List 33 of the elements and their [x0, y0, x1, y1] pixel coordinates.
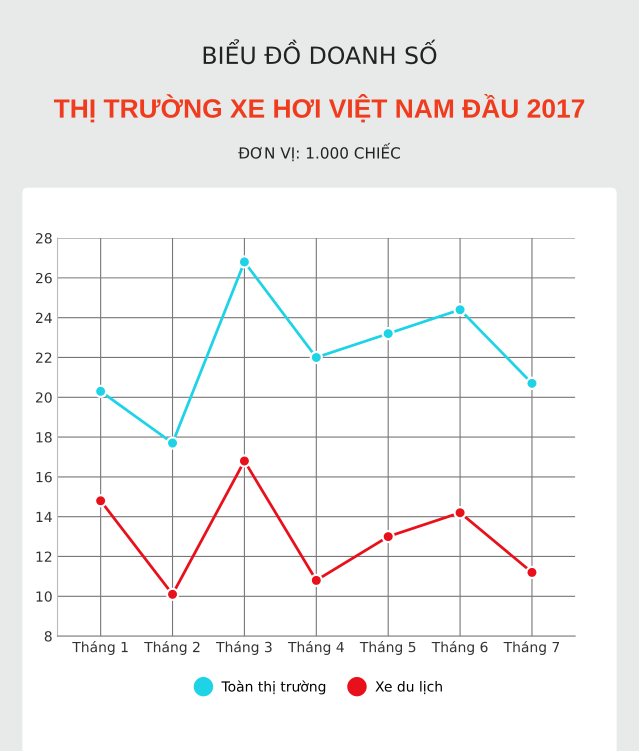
point — [310, 574, 323, 587]
y-tick-label: 26 — [36, 272, 52, 284]
y-tick-label: 28 — [36, 233, 52, 244]
x-tick-label: Tháng 3 — [216, 640, 272, 655]
point — [453, 303, 467, 316]
legend-label: Toàn thị trường — [221, 680, 326, 694]
y-tick-label: 18 — [36, 432, 52, 443]
point — [166, 588, 180, 601]
chart-subtitle: THỊ TRƯỜNG XE HƠI VIỆT NAM ĐẦU 2017 — [54, 94, 584, 122]
y-tick-label: 16 — [36, 472, 52, 482]
point — [310, 350, 323, 364]
point — [382, 326, 395, 340]
point — [453, 506, 467, 520]
text: ĐƠN VỊ: 1.000 CHIẾC — [238, 142, 400, 162]
x-tick-label: Tháng 2 — [144, 640, 200, 655]
y-tick-label: 24 — [36, 312, 52, 323]
y-tick-label: 20 — [36, 392, 52, 403]
point — [382, 530, 395, 544]
point — [94, 494, 108, 508]
x-tick-label: Tháng 4 — [288, 640, 344, 655]
y-tick-label: 10 — [36, 591, 52, 602]
y-tick-label: 14 — [36, 512, 52, 522]
point — [238, 255, 252, 269]
x-tick-label: Tháng 1 — [72, 640, 128, 655]
y-tick-label: 8 — [44, 631, 52, 642]
x-tick-label: Tháng 7 — [504, 640, 560, 655]
legend-label: Xe du lịch — [375, 680, 442, 694]
y-tick-label: 22 — [36, 352, 52, 363]
chart-title: BIỂU ĐỒ DOANH SỐ — [204, 39, 436, 64]
x-tick-label: Tháng 5 — [360, 640, 416, 655]
x-tick-label: Tháng 6 — [432, 640, 488, 655]
y-tick-label: 12 — [36, 551, 52, 562]
point — [94, 384, 108, 398]
